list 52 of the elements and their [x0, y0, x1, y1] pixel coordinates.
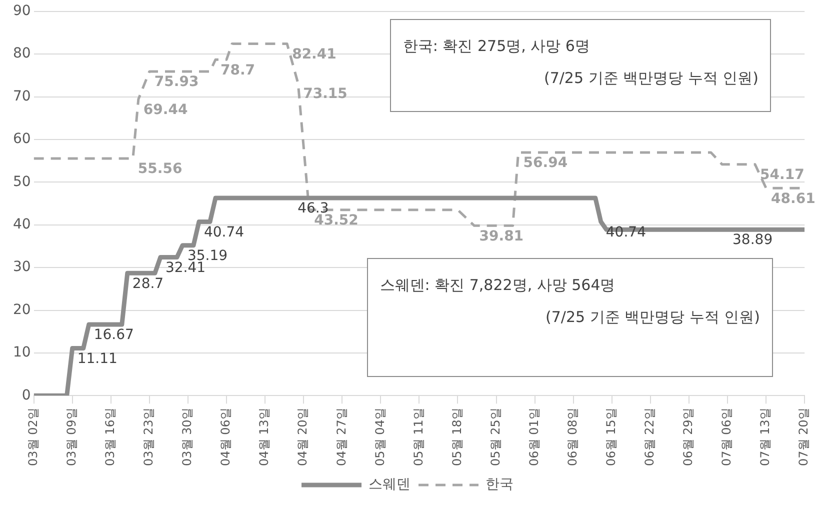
x-tick-label: 03월 23일 — [142, 408, 156, 466]
y-tick-label: 50 — [12, 174, 31, 190]
x-tick-label: 04월 13일 — [257, 408, 272, 466]
x-tick-label: 06월 29일 — [681, 408, 696, 466]
x-tick-label: 03월 30일 — [180, 408, 194, 466]
x-tick-label: 06월 15일 — [604, 408, 618, 466]
text-box: 한국: 확진 275명, 사망 6명 (7/25 기준 백만명당 누적 인원) — [390, 19, 772, 112]
x-tick-label: 07월 20일 — [796, 408, 811, 466]
x-tick-label: 06월 08일 — [565, 408, 580, 466]
data-label: 56.94 — [523, 155, 568, 172]
y-tick-label: 0 — [22, 387, 31, 404]
data-label: 78.7 — [220, 62, 256, 78]
data-label: 11.11 — [77, 350, 118, 367]
data-label: 73.15 — [303, 86, 348, 102]
x-tick-label: 05월 04일 — [372, 408, 387, 466]
x-tick-label: 06월 01일 — [526, 408, 541, 466]
y-tick-label: 90 — [12, 3, 31, 20]
y-tick-label: 70 — [12, 88, 31, 104]
x-tick-label: 03월 02일 — [26, 408, 40, 466]
y-tick-label: 60 — [12, 131, 31, 148]
x-tick-label: 04월 20일 — [296, 408, 310, 466]
data-label: 38.89 — [732, 232, 773, 248]
x-tick-label: 03월 09일 — [64, 408, 78, 466]
x-tick-label: 06월 22일 — [642, 408, 657, 466]
y-tick-label: 20 — [12, 302, 31, 318]
data-label: 28.7 — [132, 276, 164, 292]
data-label: 54.17 — [760, 167, 804, 184]
data-label: 48.61 — [771, 190, 816, 207]
x-tick-label: 05월 25일 — [488, 408, 502, 466]
legend-label: 스웨덴 — [368, 476, 410, 493]
x-tick-label: 04월 27일 — [334, 408, 348, 466]
annotation: 스웨덴: 확진 7,822명, 사망 564명 (7/25 기준 백만명당 누적 인원) — [380, 275, 760, 328]
y-tick-label: 80 — [12, 46, 31, 62]
data-label: 69.44 — [143, 102, 188, 118]
x-tick-label: 03월 16일 — [103, 408, 118, 466]
x-tick-label: 04월 06일 — [218, 408, 233, 466]
data-label: 82.41 — [292, 46, 336, 62]
data-label: 55.56 — [138, 161, 182, 178]
x-tick-label: 07월 06일 — [720, 408, 734, 466]
annotation: 한국: 확진 275명, 사망 6명 (7/25 기준 백만명당 누적 인원) — [402, 36, 758, 90]
data-label: 75.93 — [154, 74, 199, 90]
x-tick-label: 07월 13일 — [758, 408, 772, 466]
data-label: 39.81 — [479, 228, 524, 244]
y-tick-label: 30 — [12, 259, 31, 276]
y-tick-label: 10 — [12, 344, 31, 361]
data-label: 16.67 — [94, 327, 134, 344]
x-tick-label: 05월 11일 — [411, 408, 426, 466]
text-box: 스웨덴: 확진 7,822명, 사망 564명 (7/25 기준 백만명당 누적 인원) — [366, 258, 773, 378]
legend-label: 한국 — [486, 476, 514, 493]
data-label: 40.74 — [204, 224, 244, 240]
x-tick-label: 05월 18일 — [450, 408, 464, 466]
y-tick-label: 40 — [12, 216, 31, 233]
